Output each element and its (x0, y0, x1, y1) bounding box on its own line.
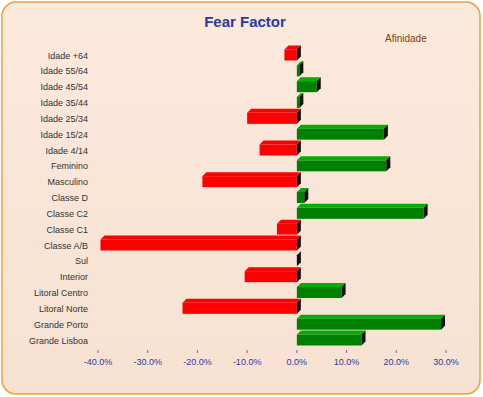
bar (297, 208, 424, 219)
bar-top (297, 331, 366, 335)
bar-top (297, 125, 388, 129)
bar-side (297, 267, 301, 282)
tick-label: 20.0% (384, 357, 410, 367)
bars (100, 46, 445, 346)
category-label: Idade 25/34 (40, 114, 88, 124)
bar-top (277, 220, 301, 224)
bar-side (297, 109, 301, 124)
bar (260, 145, 297, 156)
category-label: Idade 55/64 (40, 66, 88, 76)
bar (297, 160, 386, 171)
category-label: Idade 35/44 (40, 98, 88, 108)
bar-side (304, 188, 308, 203)
category-label: Classe A/B (44, 241, 88, 251)
bar-top (100, 236, 300, 240)
tick-label: -20.0% (183, 357, 212, 367)
category-label: Sul (75, 256, 88, 266)
tick-mark (446, 350, 447, 353)
bar (247, 113, 297, 124)
bar-top (297, 283, 346, 287)
chart: Fear Factor Afinidade Idade +64 Idade 55/64… (0, 0, 483, 397)
bar (297, 319, 441, 330)
bar (284, 50, 296, 61)
tick-label: 30.0% (433, 357, 459, 367)
bar-side (386, 156, 390, 171)
bar-side (342, 283, 346, 298)
tick-label: -40.0% (84, 357, 113, 367)
bar (297, 335, 362, 346)
category-label: Grande Porto (34, 320, 88, 330)
bar-side (297, 141, 301, 156)
bar (202, 176, 296, 187)
tick-mark (296, 350, 297, 353)
bar-side (297, 299, 301, 314)
frame (2, 2, 480, 394)
bar-side (361, 331, 365, 346)
category-label: Idade 45/54 (40, 82, 88, 92)
bar-side (424, 204, 428, 219)
bar-top (297, 77, 321, 81)
tick-mark (396, 350, 397, 353)
bar (297, 129, 384, 140)
tick-mark (147, 350, 148, 353)
category-label: Classe C2 (46, 209, 88, 219)
bar-top (297, 156, 390, 160)
bar-side (299, 61, 303, 76)
category-label: Idade 4/14 (45, 146, 88, 156)
category-label: Interior (60, 272, 88, 282)
bar-side (297, 251, 301, 266)
tick-mark (346, 350, 347, 353)
tick-mark (247, 350, 248, 353)
bar-side (441, 315, 445, 330)
category-label: Classe D (51, 193, 88, 203)
bar (245, 271, 297, 282)
bar (100, 240, 296, 251)
bar-top (297, 315, 445, 319)
tick-label: 10.0% (334, 357, 360, 367)
tick-label: 0.0% (287, 357, 308, 367)
title: Fear Factor (204, 13, 286, 30)
bar (297, 81, 317, 92)
bar-side (299, 93, 303, 108)
tick-mark (197, 350, 198, 353)
category-label: Idade +64 (48, 51, 88, 61)
category-label: Litoral Norte (39, 304, 88, 314)
category-label: Litoral Centro (34, 288, 88, 298)
bar-side (297, 172, 301, 187)
category-label: Idade 15/24 (40, 130, 88, 140)
tick-mark (98, 350, 99, 353)
category-label: Grande Lisboa (29, 336, 88, 346)
bar-top (247, 109, 301, 113)
bar-top (245, 267, 301, 271)
bar-top (260, 141, 301, 145)
bar-side (297, 46, 301, 61)
tick-label: -30.0% (133, 357, 162, 367)
category-label: Classe C1 (46, 225, 88, 235)
bar (183, 303, 297, 314)
bar-side (297, 220, 301, 235)
bar-top (183, 299, 301, 303)
bar-side (317, 77, 321, 92)
subtitle: Afinidade (385, 33, 427, 44)
bar (297, 192, 304, 203)
bar-top (297, 204, 428, 208)
bar-top (202, 172, 300, 176)
bar-side (297, 236, 301, 251)
bar-side (384, 125, 388, 140)
tick-label: -10.0% (233, 357, 262, 367)
bar (297, 287, 342, 298)
category-label: Feminino (51, 161, 88, 171)
bar (297, 65, 299, 76)
category-label: Masculino (47, 177, 88, 187)
bar (297, 97, 299, 108)
bar (277, 224, 297, 235)
